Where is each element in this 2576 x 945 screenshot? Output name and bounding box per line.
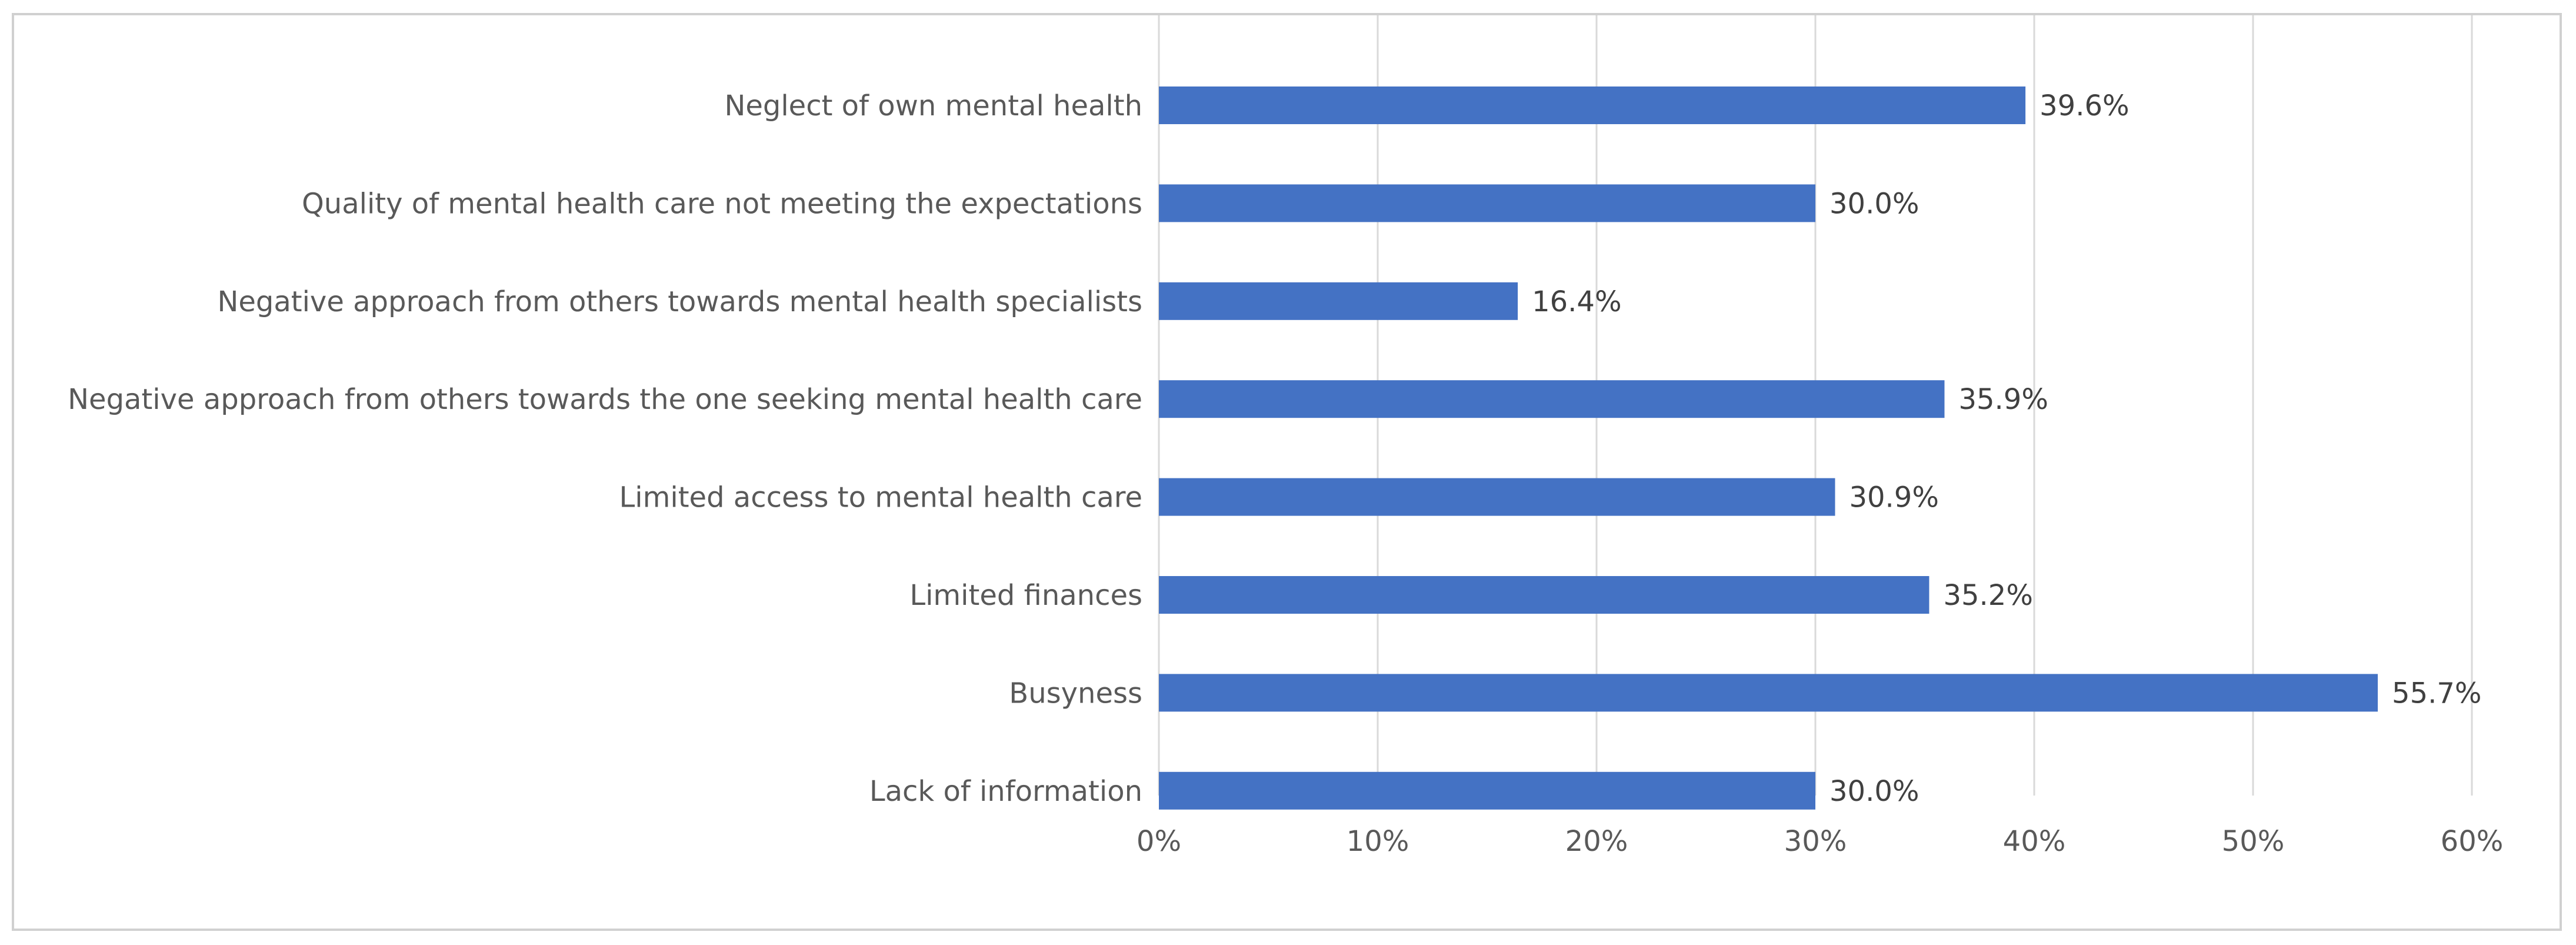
bar xyxy=(1159,184,1815,222)
data-label: 35.2% xyxy=(1943,579,2032,612)
bar xyxy=(1159,771,1815,810)
data-label: 39.6% xyxy=(2040,89,2129,122)
x-tick-label: 0% xyxy=(1137,825,1181,858)
data-label: 35.9% xyxy=(1958,383,2048,416)
data-label: 30.9% xyxy=(1849,481,1938,514)
x-tick-label: 50% xyxy=(2222,825,2285,858)
bars xyxy=(1159,86,2378,810)
bar xyxy=(1159,86,2026,124)
bar xyxy=(1159,576,1929,614)
category-label: Negative approach from others towards me… xyxy=(217,285,1142,318)
bar xyxy=(1159,380,1945,418)
category-label: Limited access to mental health care xyxy=(619,481,1142,514)
category-label: Neglect of own mental health xyxy=(724,89,1142,122)
bar xyxy=(1159,282,1518,320)
data-label: 30.0% xyxy=(1829,775,1919,808)
bar xyxy=(1159,478,1835,516)
category-label: Limited finances xyxy=(909,579,1142,612)
bar-chart: Neglect of own mental health Quality of m… xyxy=(68,15,2503,858)
x-tick-label: 10% xyxy=(1347,825,1409,858)
x-tick-label: 40% xyxy=(2003,825,2066,858)
category-label: Quality of mental health care not meetin… xyxy=(302,187,1142,220)
bar xyxy=(1159,674,2378,712)
data-label: 55.7% xyxy=(2392,677,2481,710)
x-tick-label: 20% xyxy=(1565,825,1628,858)
data-label: 16.4% xyxy=(1532,285,1621,318)
category-label: Negative approach from others towards th… xyxy=(68,383,1142,416)
x-tick-label: 30% xyxy=(1784,825,1847,858)
chart-frame: Neglect of own mental health Quality of m… xyxy=(12,13,2562,931)
x-tick-label: 60% xyxy=(2441,825,2504,858)
category-labels: Neglect of own mental health Quality of m… xyxy=(68,89,1142,808)
data-label: 30.0% xyxy=(1829,187,1919,220)
category-label: Busyness xyxy=(1009,677,1142,710)
category-label: Lack of information xyxy=(869,775,1142,808)
data-labels: 39.6% 30.0% 16.4% 35.9% 30.9% 35.2% 55.7% 30.0% xyxy=(1532,89,2481,808)
x-axis-tick-labels: 0% 10% 20% 30% 40% 50% 60% xyxy=(1137,825,2503,858)
